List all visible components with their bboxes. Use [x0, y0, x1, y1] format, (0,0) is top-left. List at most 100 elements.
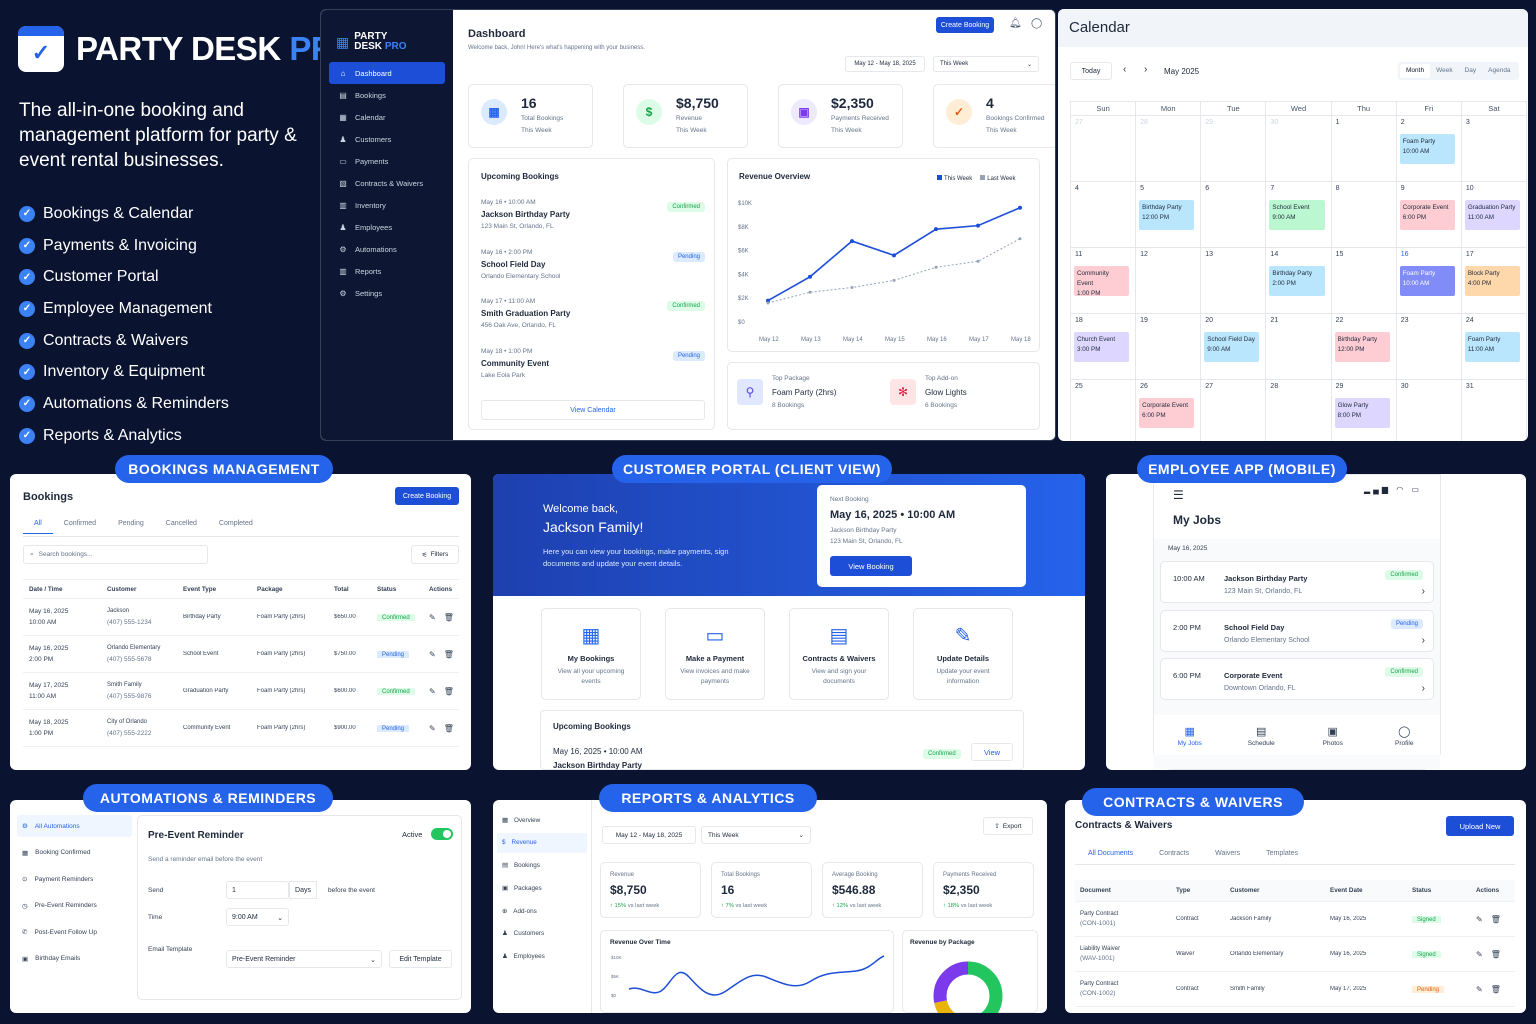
calendar-event[interactable]: School Event 9:00 AM: [1269, 200, 1325, 230]
template-select[interactable]: Pre-Event Reminder ⌄: [226, 950, 382, 968]
view-calendar-button[interactable]: View Calendar: [481, 400, 705, 420]
reports-period-select[interactable]: This Week ⌄: [701, 826, 811, 844]
edit-icon[interactable]: ✎: [1476, 984, 1483, 994]
calendar-event[interactable]: Block Party 4:00 PM: [1464, 266, 1520, 296]
automation-nav-all-automations[interactable]: ⚙ All Automations: [17, 815, 132, 837]
calendar-day[interactable]: 25: [1071, 380, 1137, 441]
reports-nav-packages[interactable]: ▣ Packages: [497, 878, 587, 898]
calendar-day[interactable]: 4: [1071, 182, 1137, 248]
automation-nav-payment-reminders[interactable]: ⊙ Payment Reminders: [17, 868, 132, 890]
date-range-picker[interactable]: May 12 - May 18, 2025: [845, 56, 925, 72]
automation-nav-birthday-emails[interactable]: ▣ Birthday Emails: [17, 948, 132, 970]
sidebar-item-reports[interactable]: ▥ Reports: [329, 260, 445, 282]
edit-icon[interactable]: ✎: [1476, 914, 1483, 924]
reports-date-range[interactable]: May 12 - May 18, 2025: [602, 826, 696, 844]
trash-icon[interactable]: 🗑︎: [443, 612, 454, 622]
search-input[interactable]: ⌕ Search bookings...: [23, 545, 208, 564]
create-booking-button[interactable]: Create Booking: [395, 487, 459, 505]
calendar-event[interactable]: Community Event 1:00 PM: [1074, 266, 1130, 297]
automation-nav-post-event-follow-up[interactable]: ✆ Post-Event Follow Up: [17, 921, 132, 943]
calendar-day[interactable]: 15: [1331, 248, 1397, 314]
calendar-day[interactable]: 28: [1266, 380, 1332, 441]
calendar-event[interactable]: Corporate Event 6:00 PM: [1399, 200, 1455, 230]
sidebar-item-automations[interactable]: ⚙ Automations: [329, 238, 445, 260]
calendar-event[interactable]: Glow Party 8:00 PM: [1334, 398, 1390, 428]
view-tab-week[interactable]: Week: [1436, 67, 1453, 74]
trash-icon[interactable]: 🗑︎: [1490, 984, 1501, 994]
days-unit-select[interactable]: Days: [289, 881, 317, 899]
calendar-event[interactable]: Foam Party 11:00 AM: [1464, 332, 1520, 362]
sidebar-item-contracts-waivers[interactable]: ▧ Contracts & Waivers: [329, 172, 445, 194]
calendar-day[interactable]: 20 School Field Day 9:00 AM: [1201, 314, 1267, 380]
calendar-day[interactable]: 26 Corporate Event 6:00 PM: [1136, 380, 1202, 441]
calendar-day[interactable]: 1: [1331, 116, 1397, 182]
tab-all[interactable]: All: [23, 520, 53, 534]
calendar-day[interactable]: 12: [1136, 248, 1202, 314]
calendar-event[interactable]: Birthday Party 12:00 PM: [1139, 200, 1195, 230]
upload-new-button[interactable]: Upload New: [1446, 816, 1514, 836]
edit-icon[interactable]: ✎: [429, 612, 436, 622]
calendar-day[interactable]: 18 Church Event 3:00 PM: [1071, 314, 1137, 380]
calendar-day[interactable]: 21: [1266, 314, 1332, 380]
send-amount-input[interactable]: 1: [226, 881, 289, 899]
bottom-nav-profile[interactable]: ◯ Profile: [1369, 715, 1441, 755]
table-row[interactable]: May 18, 2025 1:00 PM City of Orlando (407) …: [23, 710, 459, 747]
calendar-event[interactable]: Birthday Party 12:00 PM: [1334, 332, 1390, 362]
portal-tile-contracts-waivers[interactable]: ▤ Contracts & Waivers View and sign your d…: [789, 608, 889, 700]
calendar-day[interactable]: 2 Foam Party 10:00 AM: [1396, 116, 1462, 182]
calendar-day[interactable]: 31: [1462, 380, 1527, 441]
calendar-day[interactable]: 29 Glow Party 8:00 PM: [1332, 380, 1397, 441]
calendar-event[interactable]: Foam Party 10:00 AM: [1399, 266, 1455, 296]
calendar-day[interactable]: 14 Birthday Party 2:00 PM: [1266, 248, 1332, 314]
calendar-event[interactable]: School Field Day 9:00 AM: [1204, 332, 1260, 362]
job-card[interactable]: 2:00 PM School Field Day Orlando Elementar…: [1160, 609, 1434, 652]
bottom-nav-my-jobs[interactable]: ▦ My Jobs: [1154, 715, 1226, 755]
reports-nav-customers[interactable]: ♟ Customers: [497, 924, 587, 944]
calendar-event[interactable]: Birthday Party 2:00 PM: [1269, 266, 1325, 296]
export-button[interactable]: ⇪ Export: [983, 817, 1033, 835]
calendar-day[interactable]: 3: [1461, 116, 1527, 182]
edit-icon[interactable]: ✎: [429, 649, 436, 659]
sidebar-item-payments[interactable]: ▭ Payments: [329, 150, 445, 172]
table-row[interactable]: May 16, 2025 2:00 PM Orlando Elementary (40…: [23, 636, 459, 673]
calendar-day[interactable]: 22 Birthday Party 12:00 PM: [1331, 314, 1397, 380]
upcoming-item[interactable]: May 18 • 1:00 PM Community Event Lake Eola…: [481, 346, 705, 390]
calendar-event[interactable]: Church Event 3:00 PM: [1074, 332, 1130, 362]
calendar-day[interactable]: 29: [1201, 116, 1267, 182]
reports-nav-employees[interactable]: ♟ Employees: [497, 947, 587, 967]
period-select[interactable]: This Week ⌄: [933, 56, 1039, 72]
tab-pending[interactable]: Pending: [118, 520, 144, 527]
bottom-nav-photos[interactable]: ▣ Photos: [1297, 715, 1369, 755]
reports-nav-revenue[interactable]: $ Revenue: [497, 832, 587, 853]
calendar-day[interactable]: 19: [1136, 314, 1202, 380]
calendar-day[interactable]: 30: [1266, 116, 1332, 182]
time-select[interactable]: 9:00 AM ⌄: [226, 908, 289, 926]
calendar-event[interactable]: Foam Party 10:00 AM: [1399, 134, 1455, 164]
edit-icon[interactable]: ✎: [429, 723, 436, 733]
edit-template-button[interactable]: Edit Template: [389, 950, 452, 968]
sidebar-item-customers[interactable]: ♟ Customers: [329, 128, 445, 150]
next-month-icon[interactable]: ›: [1144, 64, 1148, 75]
filters-button[interactable]: ⚟ Filters: [411, 545, 459, 564]
table-row[interactable]: Liability Waiver (WAV-1001) Waiver Orlando …: [1075, 937, 1515, 972]
bottom-nav-schedule[interactable]: ▤ Schedule: [1226, 715, 1298, 755]
reports-nav-overview[interactable]: ▦ Overview: [497, 810, 587, 830]
trash-icon[interactable]: 🗑︎: [443, 649, 454, 659]
upcoming-item[interactable]: May 17 • 11:00 AM Smith Graduation Party 4…: [481, 296, 705, 340]
sidebar-item-calendar[interactable]: ▦ Calendar: [329, 106, 445, 128]
table-row[interactable]: May 17, 2025 11:00 AM Smith Family (407) 55…: [23, 673, 459, 710]
table-row[interactable]: Party Contract (CON-1001) Contract Jackson …: [1075, 902, 1515, 937]
edit-icon[interactable]: ✎: [429, 686, 436, 696]
sidebar-item-dashboard[interactable]: ⌂ Dashboard: [329, 62, 445, 84]
view-button[interactable]: View: [971, 743, 1013, 761]
trash-icon[interactable]: 🗑︎: [1490, 914, 1501, 924]
menu-icon[interactable]: ☰: [1173, 488, 1184, 502]
table-row[interactable]: Party Contract (CON-1002) Contract Smith Fa…: [1075, 972, 1515, 1007]
calendar-day[interactable]: 16 Foam Party 10:00 AM: [1396, 248, 1462, 314]
tab-all-documents[interactable]: All Documents: [1075, 850, 1147, 865]
tab-cancelled[interactable]: Cancelled: [165, 520, 197, 527]
calendar-day[interactable]: 5 Birthday Party 12:00 PM: [1136, 182, 1202, 248]
table-row[interactable]: May 16, 2025 10:00 AM Jackson (407) 555-123…: [23, 599, 459, 636]
calendar-event[interactable]: Graduation Party 11:00 AM: [1464, 200, 1520, 230]
calendar-day[interactable]: 23: [1396, 314, 1462, 380]
